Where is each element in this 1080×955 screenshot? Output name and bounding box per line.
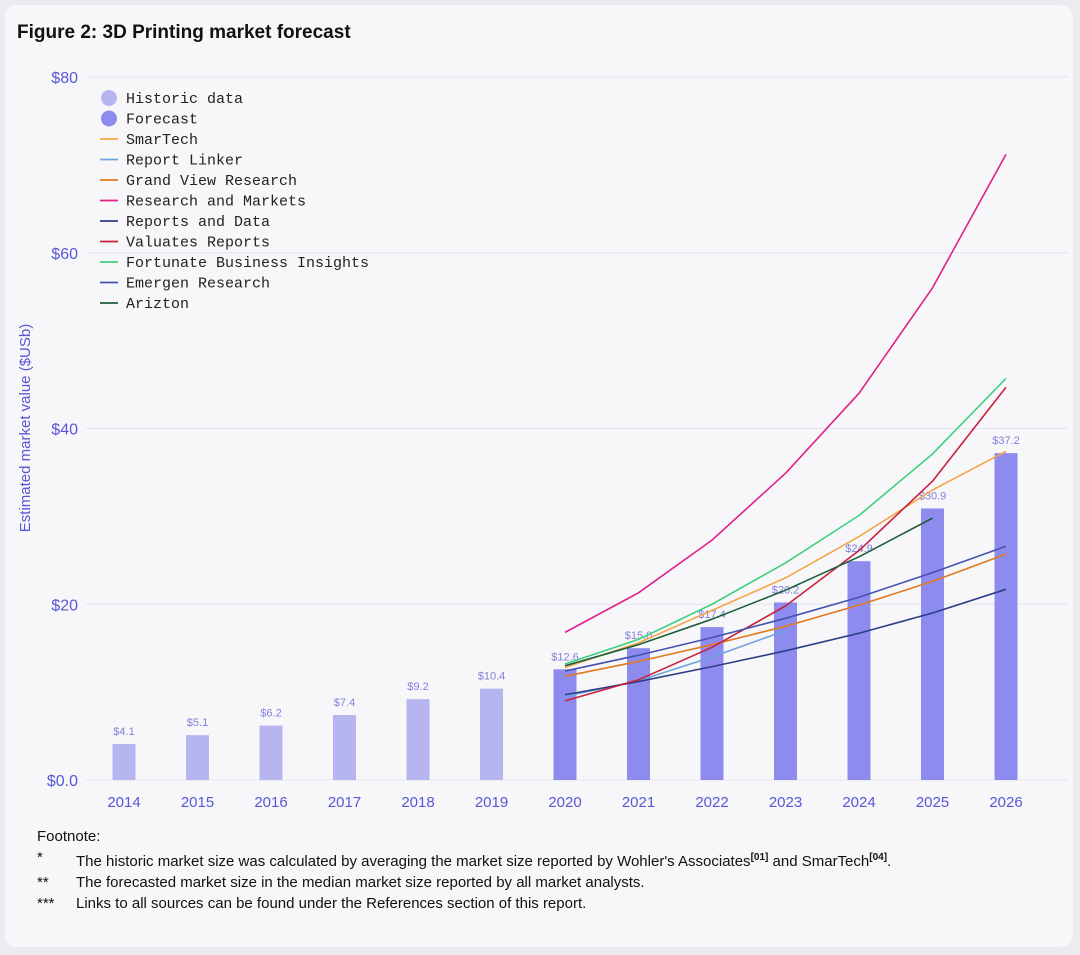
bar bbox=[259, 725, 283, 780]
legend-swatch bbox=[101, 90, 117, 106]
bar bbox=[186, 735, 209, 780]
bar bbox=[553, 669, 577, 780]
bar bbox=[406, 699, 430, 780]
y-tick-label: $20 bbox=[51, 597, 78, 614]
chart-title: Figure 2: 3D Printing market forecast bbox=[17, 22, 351, 43]
bars bbox=[112, 453, 1018, 780]
legend-entry: Valuates Reports bbox=[126, 235, 270, 252]
series-line bbox=[564, 386, 1007, 702]
bar-data-label: $10.4 bbox=[478, 671, 506, 683]
legend-entry: Grand View Research bbox=[126, 173, 297, 190]
bar-data-label: $6.2 bbox=[260, 708, 281, 720]
bar bbox=[480, 688, 503, 780]
bar bbox=[112, 743, 136, 780]
x-tick-label: 2018 bbox=[401, 794, 434, 811]
bar bbox=[994, 453, 1018, 780]
series-line bbox=[564, 545, 1007, 672]
series-line bbox=[564, 553, 1007, 678]
footnote: Footnote: * The historic market size was… bbox=[37, 826, 891, 914]
series-line bbox=[564, 377, 1007, 665]
bar bbox=[921, 508, 944, 780]
bar-data-label: $12.6 bbox=[551, 651, 579, 663]
x-tick-label: 2021 bbox=[622, 794, 655, 811]
legend-entry: Reports and Data bbox=[126, 214, 270, 231]
series-line bbox=[564, 153, 1007, 634]
grid-lines bbox=[86, 76, 1068, 781]
footnote-2-text: The forecasted market size in the median… bbox=[76, 874, 645, 891]
x-tick-label: 2024 bbox=[842, 794, 875, 811]
x-tick-label: 2022 bbox=[695, 794, 728, 811]
x-tick-label: 2023 bbox=[769, 794, 802, 811]
bar-data-label: $7.4 bbox=[334, 697, 355, 709]
bar-data-label: $15.0 bbox=[625, 630, 653, 642]
footnote-3: *** Links to all sources can be found un… bbox=[37, 893, 891, 914]
legend-entry: Report Linker bbox=[126, 153, 243, 170]
bar bbox=[627, 648, 650, 780]
x-tick-label: 2014 bbox=[107, 794, 140, 811]
bar-data-label: $5.1 bbox=[187, 717, 208, 729]
bar bbox=[774, 602, 797, 780]
footnote-1-text: The historic market size was calculated … bbox=[76, 853, 751, 870]
x-tick-label: 2020 bbox=[548, 794, 581, 811]
y-tick-label: $60 bbox=[51, 246, 78, 263]
x-axis-ticks: 2014 2015 2016 2017 2018 2019 2020 2021 2022 2023… bbox=[107, 794, 1022, 811]
legend-entry: Emergen Research bbox=[126, 276, 270, 293]
legend: Historic data Forecast SmarTech Report Link… bbox=[100, 90, 369, 313]
footnote-1-text-3: . bbox=[887, 853, 892, 870]
bar-data-label: $37.2 bbox=[992, 435, 1020, 447]
footnote-3-mark: *** bbox=[37, 895, 55, 912]
bar-data-label: $17.4 bbox=[698, 609, 726, 621]
series-line bbox=[564, 588, 1007, 696]
footnote-1-text-2: and SmarTech bbox=[768, 853, 870, 870]
x-tick-label: 2026 bbox=[989, 794, 1022, 811]
x-tick-label: 2016 bbox=[254, 794, 287, 811]
x-tick-label: 2015 bbox=[181, 794, 214, 811]
legend-entry: Forecast bbox=[126, 112, 198, 129]
x-tick-label: 2017 bbox=[328, 794, 361, 811]
footnote-1-ref-1[interactable]: [01] bbox=[750, 852, 769, 863]
y-tick-label: $0.0 bbox=[47, 773, 78, 790]
footnote-1-ref-2[interactable]: [04] bbox=[869, 852, 888, 863]
x-tick-label: 2019 bbox=[475, 794, 508, 811]
footnote-2-mark: ** bbox=[37, 874, 49, 891]
y-axis-label: Estimated market value ($USb) bbox=[17, 324, 34, 532]
footnote-heading: Footnote: bbox=[37, 828, 101, 845]
legend-entry: SmarTech bbox=[126, 132, 198, 149]
legend-entry: Historic data bbox=[126, 91, 243, 108]
forecast-lines bbox=[564, 153, 1007, 702]
legend-entry: Research and Markets bbox=[126, 194, 306, 211]
legend-entry: Arizton bbox=[126, 296, 189, 313]
footnote-2: ** The forecasted market size in the med… bbox=[37, 872, 891, 893]
series-line bbox=[564, 450, 1007, 669]
y-axis-ticks: $0.0 $20 $40 $60 $80 bbox=[47, 70, 78, 790]
bar-data-label: $9.2 bbox=[407, 681, 428, 693]
x-tick-label: 2025 bbox=[916, 794, 949, 811]
legend-swatch bbox=[101, 110, 117, 127]
y-tick-label: $80 bbox=[51, 70, 78, 87]
bar bbox=[333, 714, 356, 780]
footnote-1: * The historic market size was calculate… bbox=[37, 847, 891, 872]
bar-data-label: $24.9 bbox=[845, 543, 873, 555]
bar bbox=[847, 561, 871, 780]
series-line bbox=[564, 517, 933, 667]
bar-data-label: $4.1 bbox=[113, 726, 134, 738]
legend-entry: Fortunate Business Insights bbox=[126, 255, 369, 272]
y-tick-label: $40 bbox=[51, 422, 78, 439]
chart-card bbox=[5, 5, 1073, 947]
footnote-1-mark: * bbox=[37, 849, 43, 866]
footnote-3-text: Links to all sources can be found under … bbox=[76, 895, 587, 912]
